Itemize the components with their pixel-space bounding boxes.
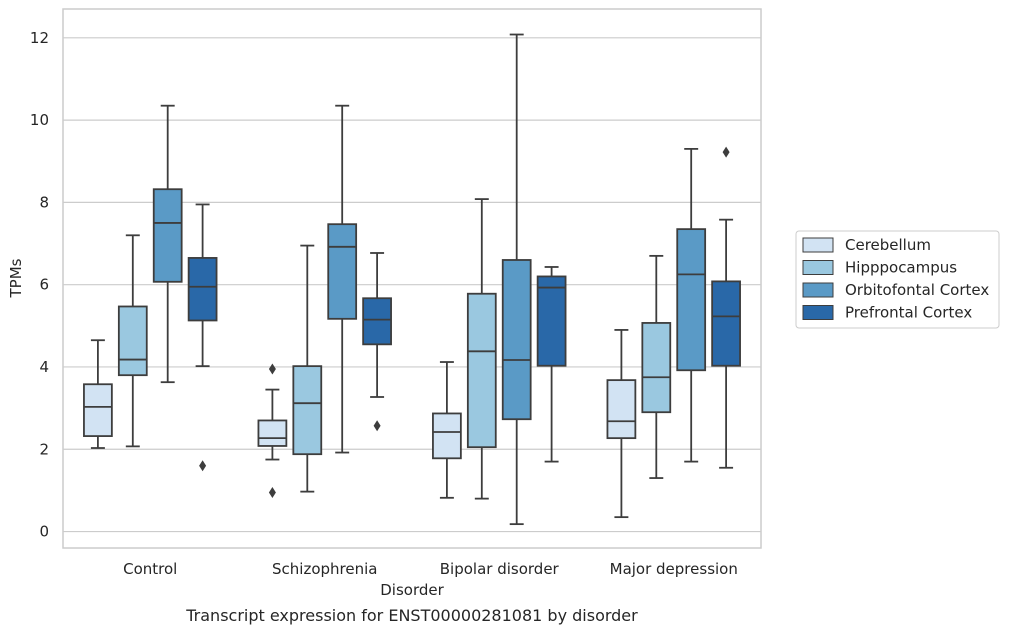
y-tick-label: 4 <box>39 358 49 376</box>
y-tick-label: 8 <box>39 193 49 211</box>
outlier-point <box>722 146 730 158</box>
box-orbitofontal-cortex-0 <box>152 104 183 384</box>
box-prefrontal-cortex-2 <box>536 266 567 463</box>
legend-frame <box>795 230 1000 329</box>
box-iqr <box>466 292 497 449</box>
x-tick-labels: Control Schizophrenia Bipolar disorder Majo… <box>123 560 738 578</box>
x-tick-label: Bipolar disorder <box>440 560 560 578</box>
box-iqr <box>257 419 288 447</box>
box-orbitofontal-cortex-3 <box>676 147 707 463</box>
box-iqr <box>117 305 148 377</box>
box-orbitofontal-cortex-1 <box>327 104 358 454</box>
outlier-point <box>268 363 276 375</box>
legend: Cerebellum Hipppocampus Orbitofontal Corte… <box>795 230 1000 329</box>
box-iqr <box>711 280 741 367</box>
x-tick-label: Control <box>123 560 177 578</box>
legend-label: Cerebellum <box>845 236 931 254</box>
box-iqr <box>641 322 672 414</box>
legend-label: Hipppocampus <box>845 259 957 277</box>
legend-swatch <box>802 282 834 298</box>
outlier-point <box>373 420 381 432</box>
legend-entries: Cerebellum Hipppocampus Orbitofontal Corte… <box>802 236 989 322</box>
box-iqr <box>501 259 532 421</box>
box-hipppocampus-1 <box>292 244 323 493</box>
box-cerebellum-0 <box>83 339 113 449</box>
y-tick-label: 6 <box>39 276 49 294</box>
y-tick-label: 12 <box>30 29 49 47</box>
chart-caption: Transcript expression for ENST0000028108… <box>186 606 638 625</box>
outlier-point <box>268 486 276 498</box>
outlier-point <box>199 460 207 472</box>
box-cerebellum-3 <box>606 329 637 519</box>
legend-label: Prefrontal Cortex <box>845 304 972 322</box>
box-prefrontal-cortex-0 <box>187 203 218 472</box>
x-tick-label: Schizophrenia <box>272 560 377 578</box>
box-iqr <box>152 188 183 283</box>
box-iqr <box>292 365 323 456</box>
box-prefrontal-cortex-1 <box>362 252 392 432</box>
box-iqr <box>83 383 113 437</box>
boxes <box>83 33 741 526</box>
legend-swatch <box>802 305 834 320</box>
box-iqr <box>362 297 392 346</box>
x-axis-title: Disorder <box>380 581 444 599</box>
legend-swatch <box>802 260 834 275</box>
box-cerebellum-1 <box>257 363 288 498</box>
box-iqr <box>432 412 462 460</box>
y-axis-title: TPMs <box>7 258 25 298</box>
box-iqr <box>606 379 637 440</box>
box-iqr <box>536 275 567 367</box>
box-iqr <box>187 257 218 322</box>
legend-label: Orbitofontal Cortex <box>845 281 989 299</box>
box-prefrontal-cortex-3 <box>711 146 741 469</box>
box-cerebellum-2 <box>432 361 462 499</box>
box-iqr <box>676 228 707 372</box>
box-hipppocampus-0 <box>117 234 148 448</box>
box-hipppocampus-2 <box>466 198 497 500</box>
y-tick-labels: 0 2 4 6 8 10 12 <box>30 29 49 541</box>
box-iqr <box>327 223 358 320</box>
legend-swatch <box>802 237 834 253</box>
box-hipppocampus-3 <box>641 254 672 479</box>
x-tick-label: Major depression <box>610 560 738 578</box>
y-tick-label: 10 <box>30 111 49 129</box>
y-tick-label: 2 <box>39 440 49 458</box>
y-tick-label: 0 <box>39 523 49 541</box>
plot-frame <box>62 8 762 549</box>
box-orbitofontal-cortex-2 <box>501 33 532 526</box>
